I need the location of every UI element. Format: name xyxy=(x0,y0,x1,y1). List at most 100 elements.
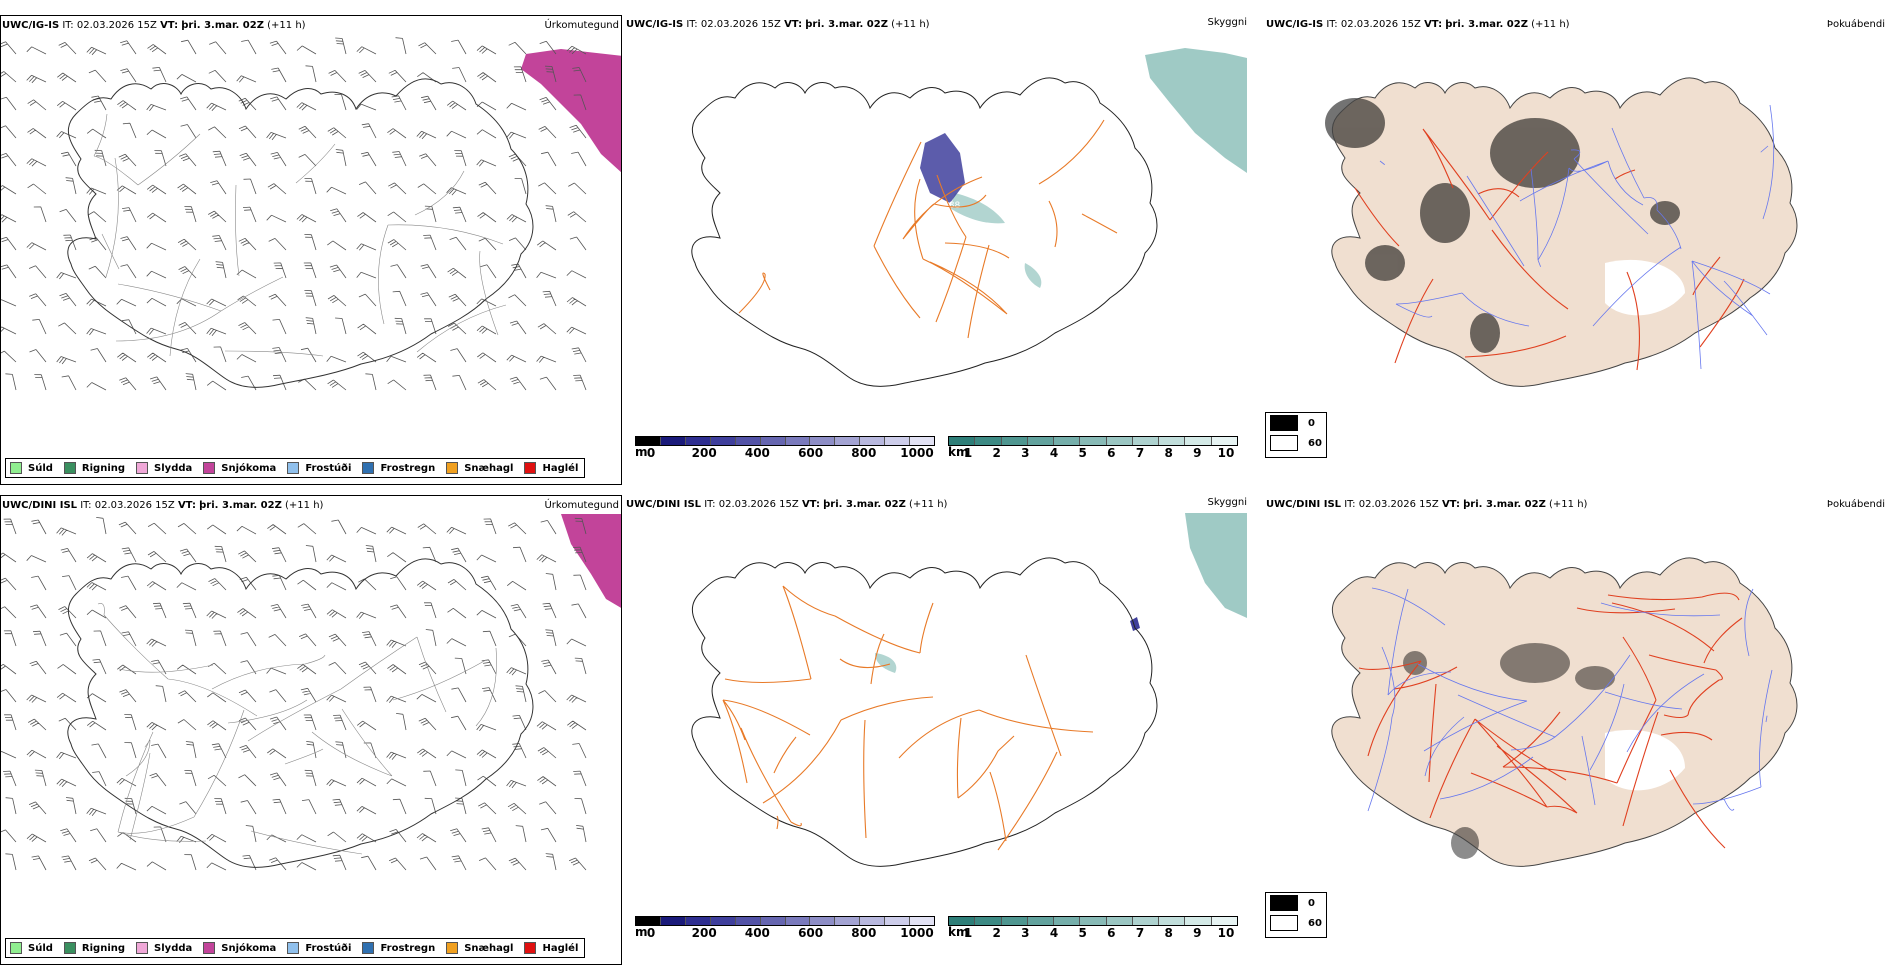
legend-swatch xyxy=(10,462,22,474)
visibility-map xyxy=(691,513,1247,867)
colorbar-tick-label: 0 xyxy=(646,926,656,940)
legend-swatch xyxy=(136,942,149,954)
fog-panel-bottom: UWC/DINI ISL IT: 02.03.2026 15Z VT: þri.… xyxy=(1265,495,1887,965)
colorbar-tick-label: 5 xyxy=(1078,926,1087,940)
panel-header: UWC/DINI ISL IT: 02.03.2026 15Z VT: þri.… xyxy=(2,500,324,511)
colorbar-tick-label: 200 xyxy=(691,446,717,460)
legend-label: Súld xyxy=(28,462,53,474)
precip-legend-item: Haglél xyxy=(524,942,578,954)
visibility-panel-top: UWC/IG-IS IT: 02.03.2026 15Z VT: þri. 3.… xyxy=(625,15,1247,485)
legend-label: Slydda xyxy=(154,462,193,474)
precip-legend-item: Frostúði xyxy=(287,462,351,474)
legend-swatch xyxy=(63,942,76,954)
wind-barb-map xyxy=(1,514,621,871)
precip-legend-item: Rigning xyxy=(63,462,126,474)
colorbar-tick-label: 6 xyxy=(1107,926,1116,940)
legend-swatch xyxy=(203,942,216,954)
panel-header: UWC/IG-IS IT: 02.03.2026 15Z VT: þri. 3.… xyxy=(2,20,306,31)
precip-legend-item: Frostregn xyxy=(362,462,435,474)
precip-type-panel-bottom: UWC/DINI ISL IT: 02.03.2026 15Z VT: þri.… xyxy=(0,495,622,965)
fog-panel-top: UWC/IG-IS IT: 02.03.2026 15Z VT: þri. 3.… xyxy=(1265,15,1887,485)
fog-legend-item: 0 xyxy=(1266,413,1326,433)
vis-value-label: 188 xyxy=(943,201,960,211)
colorbar-tick-label: 200 xyxy=(691,926,717,940)
precip-legend-item: Slydda xyxy=(136,942,192,954)
precip-legend-item: Súld xyxy=(10,462,53,474)
precip-legend: Súld Rigning Slydda Snjókoma Frostúði Frostre… xyxy=(5,458,586,478)
colorbar-tick-label: 7 xyxy=(1135,446,1145,460)
colorbar-tick-label: 3 xyxy=(1021,926,1030,940)
legend-swatch xyxy=(362,462,375,474)
panel-title: Skyggni xyxy=(1207,497,1247,508)
legend-swatch xyxy=(136,462,149,474)
legend-label: Snæhagl xyxy=(464,462,514,474)
wind-barb-map xyxy=(1,37,621,391)
legend-label: Haglél xyxy=(542,462,579,474)
legend-swatch xyxy=(362,942,375,954)
colorbar-tick-label: 600 xyxy=(798,926,824,940)
colorbar-tick-label: 1 xyxy=(963,926,973,940)
visibility-colorbar-bottom: 1 2 3 4 5 6 7 8 9 10 km xyxy=(948,916,1238,940)
iceland-outline xyxy=(691,77,1158,387)
legend-swatch xyxy=(10,942,22,954)
fog-legend-top: 0 60 xyxy=(1265,412,1327,458)
colorbar-tick-label: 600 xyxy=(798,446,824,460)
panel-header: UWC/DINI ISL IT: 02.03.2026 15Z VT: þri.… xyxy=(1266,499,1588,510)
fog-legend-item: 0 xyxy=(1266,893,1326,913)
colorbar-tick-label: 3 xyxy=(1021,446,1030,460)
legend-label: Rigning xyxy=(81,462,126,474)
elevation-colorbar-top: 0 200 400 600 800 1000 m xyxy=(635,436,935,460)
legend-swatch xyxy=(63,462,76,474)
legend-label: Snjókoma xyxy=(221,462,277,474)
panel-title: Þokuábendi xyxy=(1826,499,1885,510)
visibility-colorbar-top: 1 2 3 4 5 6 7 8 9 10 km xyxy=(948,436,1238,460)
precip-type-panel-top: UWC/IG-IS IT: 02.03.2026 15Z VT: þri. 3.… xyxy=(0,15,622,485)
precip-legend-item: Súld xyxy=(10,942,53,954)
legend-label: Frostregn xyxy=(380,462,436,474)
legend-label: Haglél xyxy=(542,942,579,954)
precip-legend-item: Snjókoma xyxy=(203,462,276,474)
precip-legend-item: Snjókoma xyxy=(203,942,276,954)
fog-legend-item: 60 xyxy=(1266,913,1326,933)
iceland-outline xyxy=(67,78,534,388)
iceland-outline xyxy=(691,557,1158,867)
panel-title: Úrkomutegund xyxy=(544,500,619,511)
fog-index-map xyxy=(1331,557,1798,867)
colorbar-tick-label: 7 xyxy=(1135,926,1145,940)
panel-title: Þokuábendi xyxy=(1826,19,1885,30)
precip-legend-item: Snæhagl xyxy=(446,462,513,474)
colorbar-tick-label: 1 xyxy=(963,446,973,460)
legend-label: Snæhagl xyxy=(464,942,514,954)
colorbar-tick-label: 4 xyxy=(1049,926,1059,940)
colorbar-tick-label: 5 xyxy=(1078,446,1087,460)
panel-header: UWC/IG-IS IT: 02.03.2026 15Z VT: þri. 3.… xyxy=(626,19,930,30)
panel-header: UWC/IG-IS IT: 02.03.2026 15Z VT: þri. 3.… xyxy=(1266,19,1570,30)
elevation-cells xyxy=(920,133,965,203)
legend-label: Rigning xyxy=(81,942,126,954)
legend-swatch xyxy=(203,462,216,474)
colorbar-tick-label: 10 xyxy=(1217,446,1235,460)
precip-legend-item: Snæhagl xyxy=(446,942,513,954)
legend-label: Snjókoma xyxy=(221,942,277,954)
colorbar-tick-label: 400 xyxy=(744,926,770,940)
fog-legend-bottom: 0 60 xyxy=(1265,892,1327,938)
colorbar-tick-label: 800 xyxy=(851,446,877,460)
visibility-panel-bottom: UWC/DINI ISL IT: 02.03.2026 15Z VT: þri.… xyxy=(625,495,1247,965)
colorbar-tick-label: 4 xyxy=(1049,446,1059,460)
colorbar-tick-label: 1000 xyxy=(900,446,934,460)
legend-swatch xyxy=(287,942,300,954)
colorbar-tick-label: 2 xyxy=(992,926,1001,940)
colorbar-tick-label: 6 xyxy=(1107,446,1116,460)
precip-legend-item: Frostregn xyxy=(362,942,435,954)
precip-legend-item: Frostúði xyxy=(287,942,351,954)
panel-title: Úrkomutegund xyxy=(544,20,619,31)
colorbar-tick-label: 0 xyxy=(646,446,656,460)
precip-legend-item: Haglél xyxy=(524,462,578,474)
legend-swatch xyxy=(446,462,459,474)
iceland-outline xyxy=(67,558,534,868)
colorbar-tick-label: 9 xyxy=(1193,926,1202,940)
iceland-outline xyxy=(1331,77,1798,387)
precip-legend-item: Rigning xyxy=(63,942,126,954)
legend-label: Frostúði xyxy=(305,942,352,954)
colorbar-tick-label: 1000 xyxy=(900,926,934,940)
